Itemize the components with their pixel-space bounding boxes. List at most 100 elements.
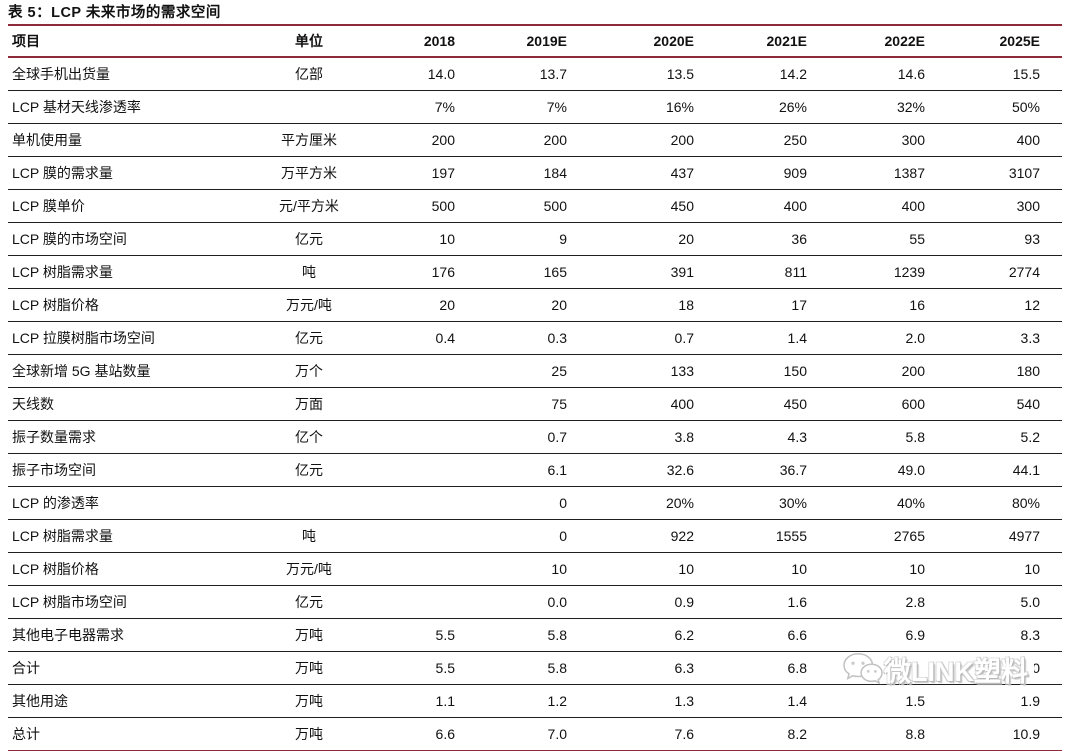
cell — [358, 486, 463, 520]
cell: 55 — [815, 222, 933, 256]
cell: 32% — [815, 90, 933, 124]
cell — [358, 354, 463, 388]
cell: 36 — [702, 222, 815, 256]
cell: 200 — [815, 354, 933, 388]
row-label: 单机使用量 — [8, 123, 260, 157]
cell: 0.3 — [463, 321, 575, 355]
cell: 13.7 — [463, 57, 575, 91]
lcp-demand-table: 项目 单位 2018 2019E 2020E 2021E 2022E 2025E 全球手机出货… — [8, 24, 1062, 751]
cell: 6.1 — [463, 453, 575, 487]
table-row: LCP 树脂价格 万元/吨 10 10 10 10 10 — [8, 552, 1062, 586]
row-label: 其他电子电器需求 — [8, 618, 260, 652]
cell: 吨 — [260, 519, 358, 553]
cell: 40% — [815, 486, 933, 520]
cell: 1239 — [815, 255, 933, 289]
cell: 1.4 — [702, 684, 815, 718]
cell: 400 — [575, 387, 702, 421]
table-row: LCP 膜的需求量 万平方米 197 184 437 909 1387 3107 — [8, 156, 1062, 190]
cell — [358, 519, 463, 553]
row-label: 振子市场空间 — [8, 453, 260, 487]
row-label: 天线数 — [8, 387, 260, 421]
cell: 150 — [702, 354, 815, 388]
cell: 32.6 — [575, 453, 702, 487]
cell: 1387 — [815, 156, 933, 190]
cell: 7.0 — [463, 717, 575, 751]
cell: 184 — [463, 156, 575, 190]
cell: 7.3 — [815, 651, 933, 685]
table-row: 合计 万吨 5.5 5.8 6.3 6.8 7.3 9.0 — [8, 651, 1062, 685]
cell: 万平方米 — [260, 156, 358, 190]
cell: 165 — [463, 255, 575, 289]
cell: 万吨 — [260, 717, 358, 751]
cell: 8.2 — [702, 717, 815, 751]
cell — [358, 585, 463, 619]
cell — [358, 420, 463, 454]
row-label: LCP 树脂价格 — [8, 288, 260, 322]
cell: 15.5 — [933, 57, 1062, 91]
cell: 450 — [575, 189, 702, 223]
column-header-3: 2019E — [463, 25, 575, 58]
cell: 4.3 — [702, 420, 815, 454]
cell: 133 — [575, 354, 702, 388]
cell: 44.1 — [933, 453, 1062, 487]
row-label: LCP 树脂需求量 — [8, 255, 260, 289]
row-label: LCP 基材天线渗透率 — [8, 90, 260, 124]
cell: 811 — [702, 255, 815, 289]
row-label: LCP 膜的需求量 — [8, 156, 260, 190]
cell: 10 — [358, 222, 463, 256]
cell: 500 — [358, 189, 463, 223]
column-header-7: 2025E — [933, 25, 1062, 58]
cell: 9 — [463, 222, 575, 256]
row-label: 全球手机出货量 — [8, 57, 260, 91]
cell: 2.8 — [815, 585, 933, 619]
cell: 6.8 — [702, 651, 815, 685]
cell: 2.0 — [815, 321, 933, 355]
table-row: LCP 膜单价 元/平方米 500 500 450 400 400 300 — [8, 189, 1062, 223]
cell: 1.3 — [575, 684, 702, 718]
table-row: 单机使用量 平方厘米 200 200 200 250 300 400 — [8, 123, 1062, 157]
cell: 3107 — [933, 156, 1062, 190]
cell: 亿部 — [260, 57, 358, 91]
table-row: 振子市场空间 亿元 6.1 32.6 36.7 49.0 44.1 — [8, 453, 1062, 487]
cell: 49.0 — [815, 453, 933, 487]
cell: 16 — [815, 288, 933, 322]
cell: 400 — [815, 189, 933, 223]
cell: 14.0 — [358, 57, 463, 91]
cell: 450 — [702, 387, 815, 421]
row-label: 总计 — [8, 717, 260, 751]
table-row: 全球新增 5G 基站数量 万个 25 133 150 200 180 — [8, 354, 1062, 388]
cell: 万吨 — [260, 651, 358, 685]
cell: 5.8 — [815, 420, 933, 454]
cell: 500 — [463, 189, 575, 223]
cell: 176 — [358, 255, 463, 289]
cell: 5.2 — [933, 420, 1062, 454]
cell: 400 — [933, 123, 1062, 157]
cell: 3.3 — [933, 321, 1062, 355]
cell: 5.8 — [463, 618, 575, 652]
cell: 75 — [463, 387, 575, 421]
cell: 391 — [575, 255, 702, 289]
cell: 180 — [933, 354, 1062, 388]
cell: 吨 — [260, 255, 358, 289]
cell: 亿元 — [260, 585, 358, 619]
cell: 30% — [702, 486, 815, 520]
cell: 26% — [702, 90, 815, 124]
cell: 3.8 — [575, 420, 702, 454]
cell: 4977 — [933, 519, 1062, 553]
table-row: LCP 树脂需求量吨 0 922 1555 2765 4977 — [8, 519, 1062, 553]
cell: 540 — [933, 387, 1062, 421]
table-header-row: 项目 单位 2018 2019E 2020E 2021E 2022E 2025E — [8, 25, 1062, 58]
cell: 20 — [463, 288, 575, 322]
cell: 10 — [815, 552, 933, 586]
cell — [358, 453, 463, 487]
cell: 亿元 — [260, 453, 358, 487]
cell: 元/平方米 — [260, 189, 358, 223]
cell — [358, 552, 463, 586]
table-row: 总计 万吨 6.6 7.0 7.6 8.2 8.8 10.9 — [8, 717, 1062, 751]
cell: 7% — [358, 90, 463, 124]
cell: 万个 — [260, 354, 358, 388]
cell: 6.6 — [358, 717, 463, 751]
cell: 0.7 — [575, 321, 702, 355]
cell: 0.4 — [358, 321, 463, 355]
cell: 平方厘米 — [260, 123, 358, 157]
